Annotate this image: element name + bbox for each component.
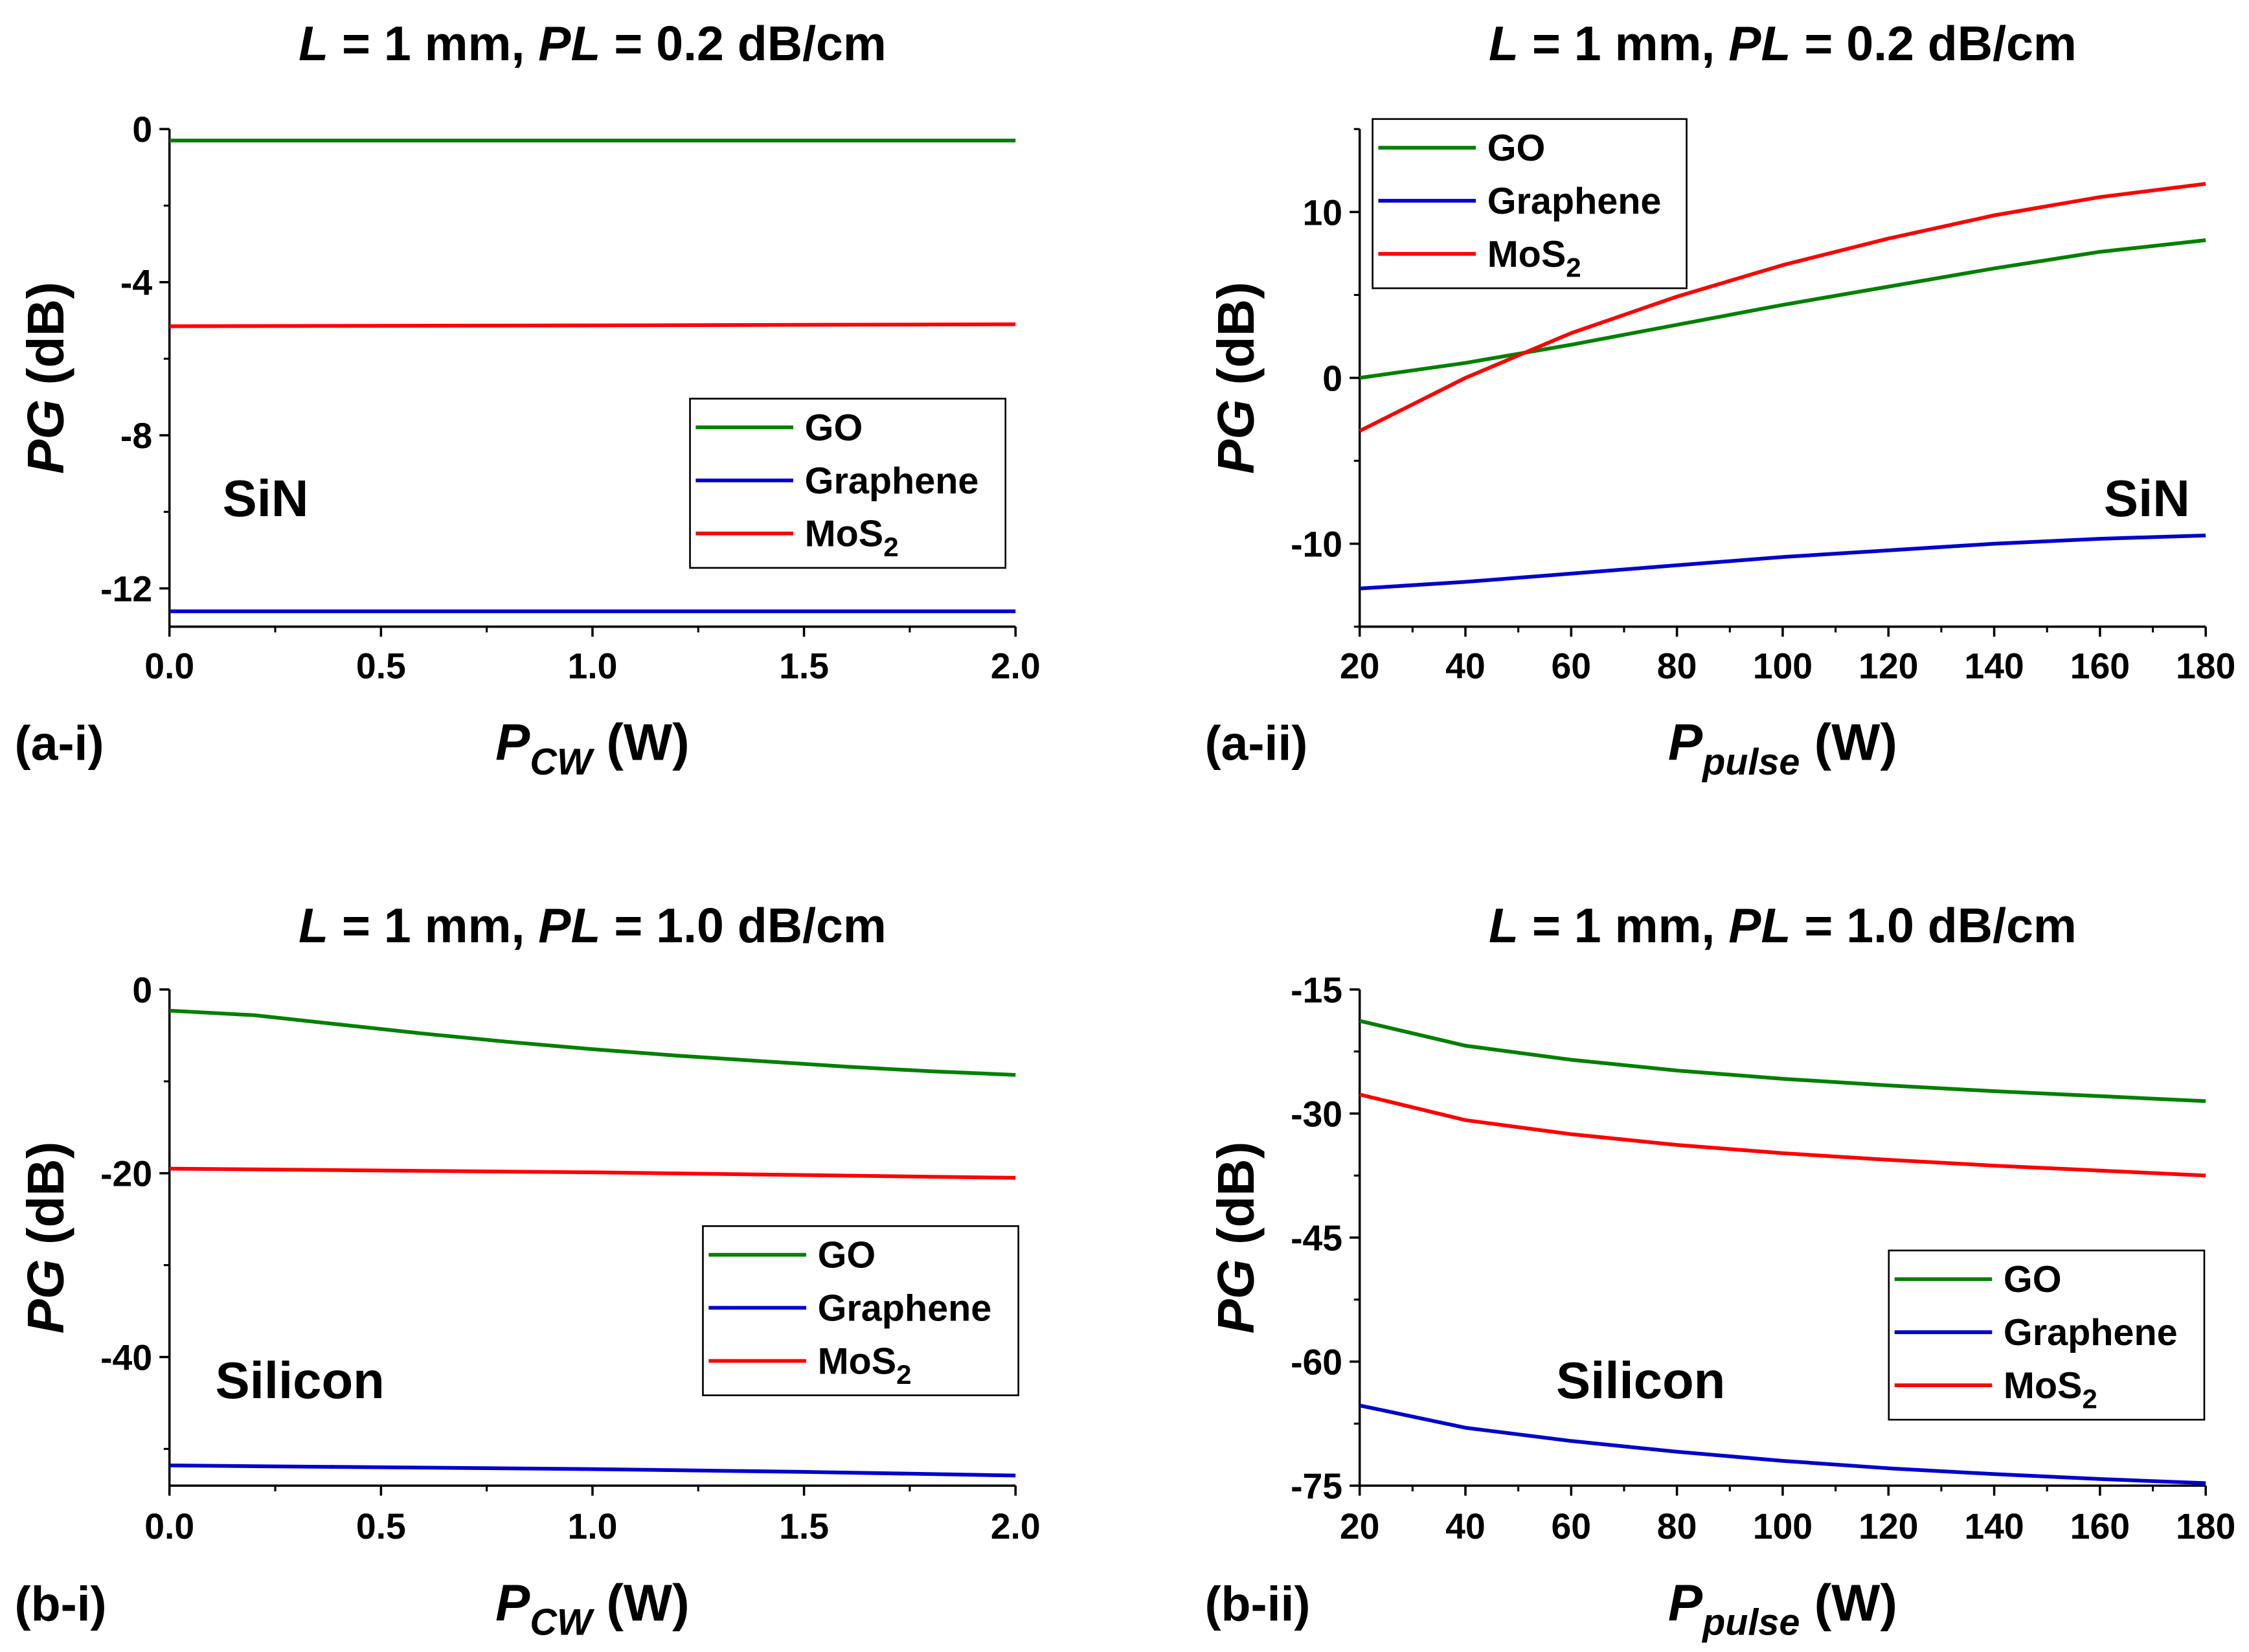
material-annotation: SiN	[2104, 470, 2190, 527]
legend-entry: MoS2	[805, 514, 899, 563]
legend-entry: Graphene	[1487, 181, 1662, 222]
legend-entry: MoS2	[1487, 234, 1581, 283]
legend-entry: GO	[1487, 128, 1546, 169]
x-tick-label: 100	[1753, 1506, 1813, 1546]
x-tick-label: 120	[1859, 1506, 1918, 1546]
y-tick-label: -40	[100, 1337, 152, 1377]
y-tick-label: -60	[1291, 1342, 1342, 1383]
chart-title: L = 1 mm, PL = 0.2 dB/cm	[299, 16, 887, 71]
x-tick-label: 0.5	[356, 646, 406, 686]
legend: GO Graphene MoS2	[1372, 118, 1688, 289]
y-tick-label: -4	[120, 263, 152, 303]
y-tick-label: -75	[1291, 1466, 1342, 1506]
material-annotation: SiN	[223, 470, 309, 527]
x-tick-label: 1.5	[779, 646, 829, 686]
x-tick-label: 20	[1340, 646, 1380, 686]
panel-label: (a-i)	[15, 716, 104, 771]
y-axis-label: PG (dB)	[1207, 1142, 1265, 1334]
material-annotation: Silicon	[216, 1352, 385, 1409]
x-tick-label: 1.5	[779, 1506, 829, 1546]
y-tick-label: 0	[132, 109, 152, 150]
chart-title: L = 1 mm, PL = 1.0 dB/cm	[1489, 898, 2077, 953]
panel-label: (a-ii)	[1205, 716, 1308, 771]
x-tick-label: 0.5	[356, 1506, 406, 1546]
x-axis-label: PCW (W)	[495, 1574, 690, 1643]
x-tick-label: 120	[1859, 646, 1918, 686]
x-axis-label: Ppulse (W)	[1668, 1574, 1897, 1643]
y-tick-label: -8	[120, 416, 152, 456]
material-annotation: Silicon	[1556, 1352, 1725, 1409]
y-tick-label: 0	[132, 970, 152, 1010]
series-line-mos	[169, 322, 1016, 328]
legend-entry: GO	[818, 1235, 876, 1276]
series-line-go	[169, 1008, 1016, 1077]
y-tick-label: -10	[1291, 525, 1342, 565]
series-line-mos	[169, 1166, 1016, 1180]
x-axis-label: Ppulse (W)	[1668, 714, 1897, 783]
series-line-go	[1359, 1019, 2206, 1103]
y-axis-label: PG (dB)	[1207, 282, 1265, 474]
x-tick-label: 180	[2176, 646, 2235, 686]
legend: GO Graphene MoS2	[1888, 1249, 2206, 1421]
x-tick-label: 1.0	[567, 1506, 617, 1546]
legend-entry: Graphene	[805, 460, 979, 502]
x-tick-label: 2.0	[991, 1506, 1041, 1546]
legend: GO Graphene MoS2	[689, 398, 1007, 569]
x-tick-label: 0.0	[144, 1506, 194, 1546]
chart-panel-1: L = 1 mm, PL = 0.2 dB/cm 0.0 0.5 1.0 1.5 2.0 0…	[15, 16, 1041, 783]
chart-title: L = 1 mm, PL = 0.2 dB/cm	[1489, 16, 2077, 71]
series-line-graphene	[169, 1464, 1016, 1478]
x-tick-label: 60	[1551, 646, 1591, 686]
legend-entry: GO	[805, 407, 863, 449]
y-tick-label: -20	[100, 1154, 152, 1194]
x-tick-label: 60	[1551, 1506, 1591, 1546]
chart-panel-3: L = 1 mm, PL = 1.0 dB/cm 0.0 0.5 1.0 1.5 2.0 0…	[15, 898, 1041, 1644]
y-tick-label: -30	[1291, 1094, 1342, 1134]
y-tick-label: 0	[1322, 358, 1342, 398]
x-tick-label: 80	[1657, 1506, 1697, 1546]
x-tick-label: 40	[1445, 646, 1486, 686]
legend: GO Graphene MoS2	[702, 1225, 1019, 1396]
panel-label: (b-i)	[15, 1576, 107, 1631]
series-line-mos	[1359, 181, 2206, 433]
legend-entry: Graphene	[818, 1287, 992, 1329]
x-tick-label: 160	[2070, 1506, 2130, 1546]
x-tick-label: 40	[1445, 1506, 1486, 1546]
x-axis-label: PCW (W)	[495, 714, 690, 783]
x-tick-label: 160	[2070, 646, 2130, 686]
series-line-graphene	[1359, 533, 2206, 591]
y-tick-label: 10	[1303, 192, 1343, 232]
y-tick-label: -45	[1291, 1218, 1342, 1258]
panel-label: (b-ii)	[1205, 1576, 1311, 1631]
y-axis-label: PG (dB)	[17, 282, 74, 474]
x-tick-label: 140	[1964, 646, 2024, 686]
chart-title: L = 1 mm, PL = 1.0 dB/cm	[299, 898, 887, 953]
legend-entry: Graphene	[2004, 1312, 2178, 1353]
legend-entry: MoS2	[2004, 1365, 2097, 1414]
x-tick-label: 100	[1753, 646, 1813, 686]
x-tick-label: 0.0	[144, 646, 194, 686]
x-tick-label: 1.0	[567, 646, 617, 686]
x-tick-label: 140	[1964, 1506, 2024, 1546]
series-line-go	[1359, 238, 2206, 380]
series-line-graphene	[1359, 1403, 2206, 1486]
series-line-mos	[1359, 1092, 2206, 1178]
chart-panel-4: L = 1 mm, PL = 1.0 dB/cm 20 40 60 80 100 120 14…	[1205, 898, 2236, 1644]
y-tick-label: -15	[1291, 970, 1342, 1010]
x-tick-label: 80	[1657, 646, 1697, 686]
x-tick-label: 180	[2176, 1506, 2235, 1546]
x-tick-label: 20	[1340, 1506, 1380, 1546]
x-tick-label: 2.0	[991, 646, 1041, 686]
y-tick-label: -12	[100, 569, 152, 609]
y-axis-label: PG (dB)	[17, 1142, 74, 1334]
legend-entry: GO	[2004, 1259, 2062, 1300]
legend-entry: MoS2	[818, 1341, 912, 1390]
